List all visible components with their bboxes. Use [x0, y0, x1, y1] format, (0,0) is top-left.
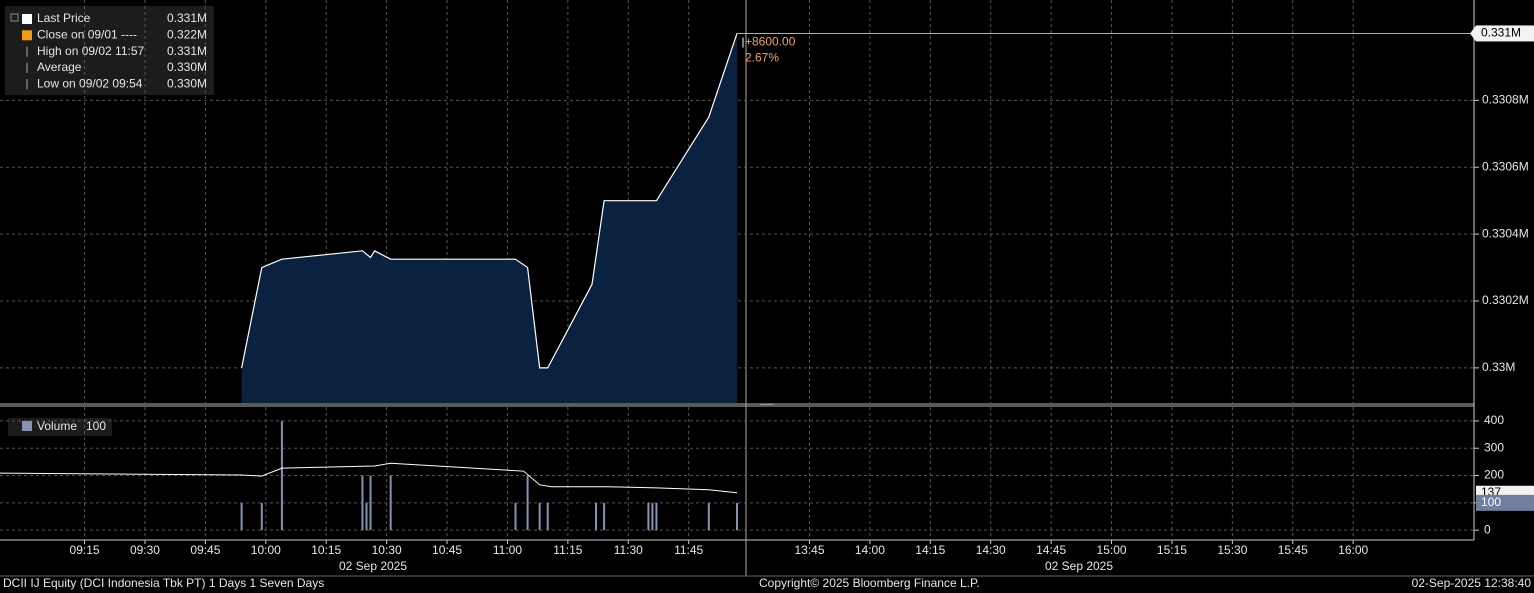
volume-bar: [260, 502, 263, 531]
x-tick-label: 09:45: [190, 543, 220, 557]
x-tick-label: 15:30: [1217, 543, 1247, 557]
x-tick-label: 14:30: [976, 543, 1006, 557]
price-area: [241, 33, 737, 404]
x-tick-label: 15:00: [1097, 543, 1127, 557]
volume-bar: [603, 502, 606, 531]
volume-legend-box: [8, 418, 112, 436]
x-tick-label: 09:15: [70, 543, 100, 557]
x-tick-label: 11:45: [674, 543, 703, 557]
legend-expander: [10, 13, 19, 22]
y-tick-label: 0: [1484, 522, 1491, 536]
last-price-tag-box: [1476, 25, 1534, 42]
y-tick-label: 400: [1484, 413, 1504, 427]
x-tick-label: 15:15: [1157, 543, 1187, 557]
x-tick-label: 10:15: [311, 543, 341, 557]
last-price-tag-arrow: [1470, 25, 1476, 42]
x-tick-label: 11:00: [493, 543, 522, 557]
volume-legend-label: Volume: [37, 419, 77, 433]
volume-tag-box: [1476, 494, 1534, 511]
last-price-tag: 0.331M: [1481, 26, 1521, 40]
price-line: [241, 33, 738, 369]
legend-value: 0.331M: [167, 11, 207, 25]
x-tick-label: 11:15: [553, 543, 582, 557]
x-tick-label: 16:00: [1338, 543, 1368, 557]
volume-bar: [538, 502, 541, 531]
x-tick-label: 15:45: [1278, 543, 1308, 557]
y-tick-label: 300: [1484, 440, 1504, 454]
volume-bar: [280, 420, 283, 531]
x-tick-label: 14:15: [915, 543, 945, 557]
volume-bar: [361, 475, 364, 531]
x-tick-label: 14:00: [855, 543, 885, 557]
x-tick-label: 14:45: [1036, 543, 1066, 557]
volume-bar: [546, 502, 549, 531]
y-tick-label: 0.3302M: [1482, 293, 1529, 307]
volume-bar: [514, 502, 517, 531]
legend-value: 0.322M: [167, 27, 207, 41]
x-tick-label: 10:30: [372, 543, 402, 557]
date-label: 02 Sep 2025: [1045, 559, 1113, 573]
volume-bar: [595, 502, 598, 531]
annotation: 2.67%: [745, 51, 779, 65]
annotation: +8600.00: [745, 35, 796, 49]
volume-bar: [707, 502, 710, 531]
x-tick-label: 13:45: [794, 543, 824, 557]
panel-divider: [0, 403, 1474, 407]
x-tick-label: 09:30: [130, 543, 160, 557]
volume-bar: [526, 475, 529, 531]
footer-right: 02-Sep-2025 12:38:40: [1412, 576, 1532, 590]
legend-value: 0.331M: [167, 44, 207, 58]
legend-box: [5, 6, 214, 95]
legend-swatch: [22, 30, 32, 41]
y-tick-label: 0.33M: [1482, 360, 1515, 374]
legend-label: Average: [37, 60, 82, 74]
volume-bar: [389, 475, 392, 531]
legend-label: Close on 09/01 ----: [37, 27, 137, 41]
volume-legend-value: 100: [86, 419, 106, 433]
legend-value: 0.330M: [167, 60, 207, 74]
x-tick-label: 10:45: [432, 543, 462, 557]
y-tick-label: 0.3306M: [1482, 159, 1529, 173]
volume-bar: [655, 502, 658, 531]
date-label: 02 Sep 2025: [339, 559, 407, 573]
legend-swatch: [22, 14, 32, 24]
volume-average-line: [0, 462, 738, 494]
volume-bar: [736, 502, 738, 531]
volume-bar: [240, 502, 243, 531]
legend-label: Last Price: [37, 11, 91, 25]
volume-bar: [651, 502, 654, 531]
footer-left: DCII IJ Equity (DCI Indonesia Tbk PT) 1 …: [3, 576, 324, 590]
footer-center: Copyright© 2025 Bloomberg Finance L.P.: [759, 576, 980, 590]
x-tick-label: 11:30: [614, 543, 643, 557]
volume-bar: [647, 502, 650, 531]
volume-bar: [369, 475, 372, 531]
x-tick-label: 10:00: [251, 543, 281, 557]
volume-bar: [365, 502, 368, 531]
volume-tag: 100: [1481, 495, 1501, 509]
legend-label: High on 09/02 11:57: [37, 44, 145, 58]
legend-label: Low on 09/02 09:54: [37, 76, 143, 90]
y-tick-label: 200: [1484, 468, 1504, 482]
volume-legend-swatch: [22, 421, 32, 431]
y-tick-label: 0.3304M: [1482, 226, 1529, 240]
legend-value: 0.330M: [167, 76, 207, 90]
y-tick-label: 0.3308M: [1482, 93, 1529, 107]
